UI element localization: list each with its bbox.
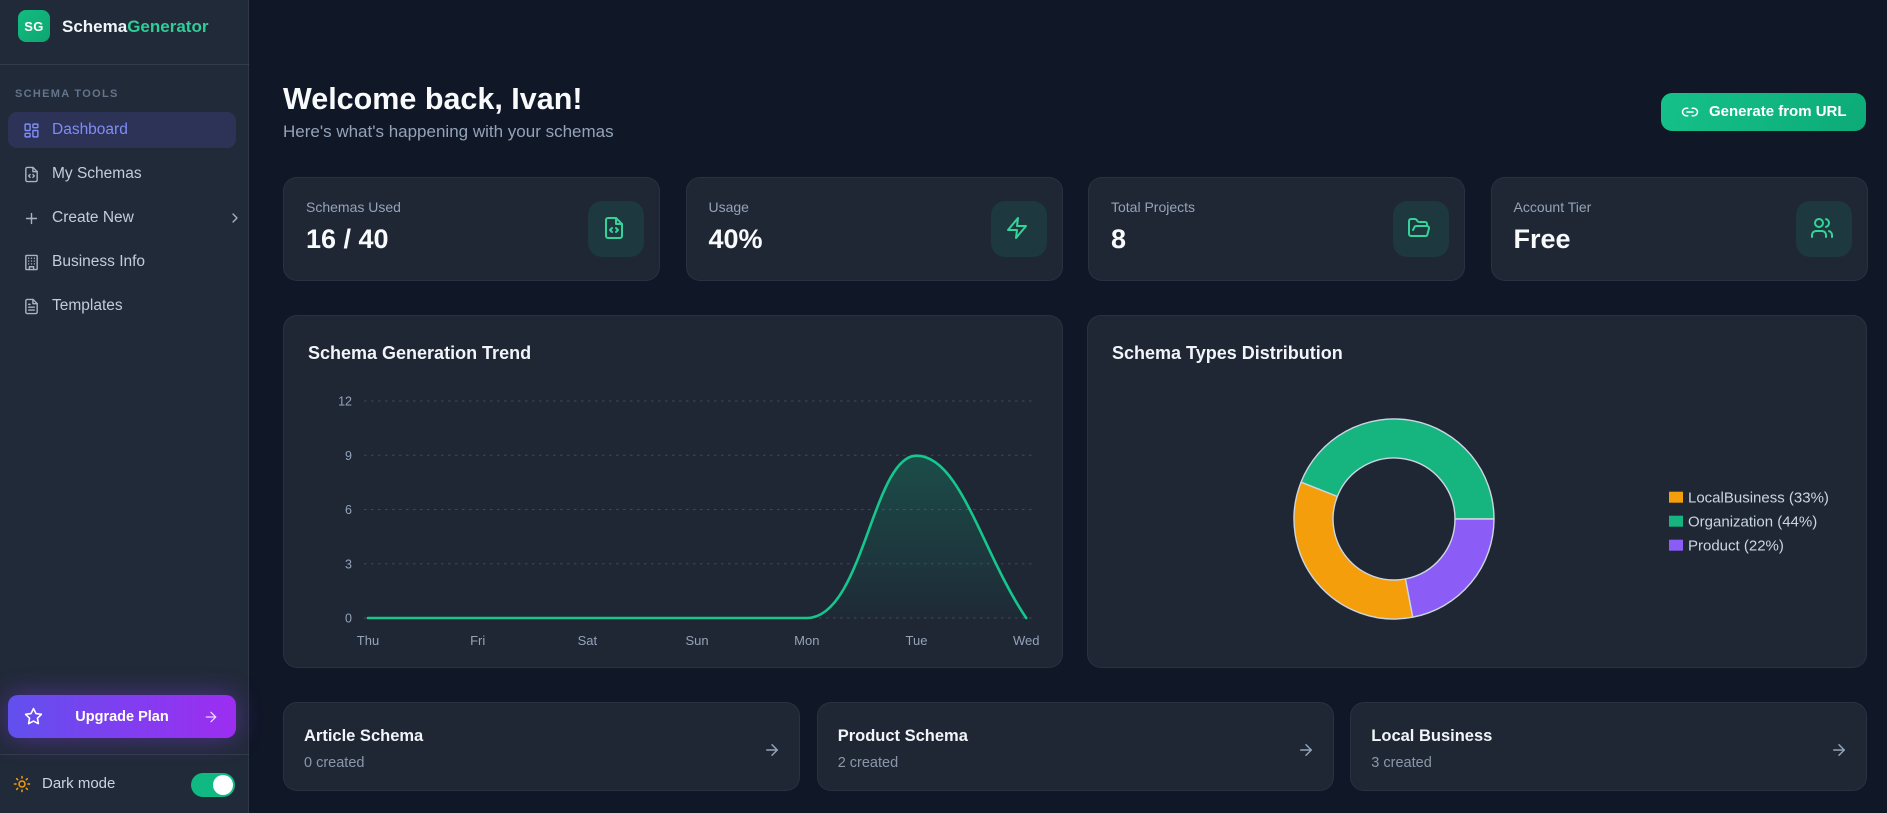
svg-text:9: 9	[345, 449, 352, 463]
svg-text:0: 0	[345, 612, 352, 626]
svg-text:Tue: Tue	[906, 633, 928, 648]
svg-text:LocalBusiness (33%): LocalBusiness (33%)	[1688, 489, 1829, 506]
svg-text:Wed: Wed	[1013, 633, 1039, 648]
svg-text:3: 3	[345, 557, 352, 571]
svg-text:Mon: Mon	[794, 633, 819, 648]
svg-text:Sat: Sat	[578, 633, 598, 648]
svg-text:6: 6	[345, 503, 352, 517]
svg-text:Thu: Thu	[357, 633, 379, 648]
svg-text:Product (22%): Product (22%)	[1688, 537, 1784, 554]
svg-text:12: 12	[338, 395, 352, 409]
svg-text:Fri: Fri	[470, 633, 485, 648]
svg-text:Organization (44%): Organization (44%)	[1688, 513, 1817, 530]
svg-text:Sun: Sun	[686, 633, 709, 648]
